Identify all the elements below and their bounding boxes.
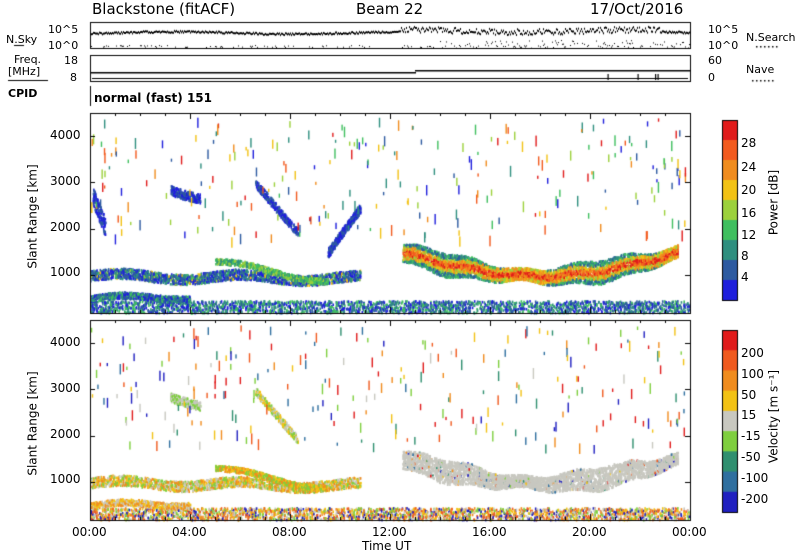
velocity-cbar-tick-15: 15: [741, 408, 757, 422]
date-title: 17/Oct/2016: [590, 0, 684, 18]
xtick-1600: 16:00: [472, 525, 507, 539]
nave-tick-0: 0: [708, 71, 715, 84]
velocity-ytick-2000: 2000: [50, 427, 81, 441]
velocity-ytick-1000: 1000: [50, 472, 81, 486]
noise-tick-top: 10^5: [48, 23, 79, 36]
noise-right-tick-top: 10^5: [708, 23, 739, 36]
noise-right-tick-bottom: 10^0: [708, 39, 739, 52]
xtick-0800: 08:00: [272, 525, 307, 539]
velocity-cbar-tick-m100: -100: [741, 471, 769, 485]
velocity-cbar-tick-100: 100: [741, 367, 764, 381]
velocity-ytick-3000: 3000: [50, 381, 81, 395]
cpid-label: CPID: [8, 87, 38, 100]
velocity-cbar-tick-200: 200: [741, 346, 764, 360]
freq-tick-18: 18: [64, 54, 78, 67]
nave-tick-60: 60: [708, 54, 722, 67]
velocity-ylabel: Slant Range [km]: [25, 371, 40, 476]
nsearch-label: N.Search: [746, 31, 796, 44]
power-ytick-2000: 2000: [50, 220, 81, 234]
nave-label: Nave: [746, 63, 775, 76]
velocity-ytick-4000: 4000: [50, 335, 81, 349]
power-cbar-tick-12: 12: [741, 228, 757, 242]
freq-label: Freq.: [14, 53, 42, 66]
power-cbar-title: Power [dB]: [766, 169, 781, 236]
power-ylabel: Slant Range [km]: [25, 164, 40, 269]
cpid-value: normal (fast) 151: [94, 91, 212, 105]
freq-tick-8: 8: [70, 71, 77, 84]
velocity-cbar-tick-m200: -200: [741, 492, 769, 506]
x-axis-title: Time UT: [362, 539, 412, 553]
nsky-label: N.Sky: [6, 33, 38, 46]
power-ytick-3000: 3000: [50, 174, 81, 188]
velocity-cbar-tick-m50: -50: [741, 450, 761, 464]
power-cbar-tick-28: 28: [741, 136, 757, 150]
xtick-0000: 00:00: [72, 525, 107, 539]
xtick-0400: 04:00: [172, 525, 207, 539]
power-cbar-tick-4: 4: [741, 270, 749, 284]
freq-unit-label: [MHz]: [8, 65, 41, 78]
power-cbar-tick-8: 8: [741, 249, 749, 263]
beam-title: Beam 22: [356, 0, 424, 18]
xtick-2400: 00:00: [672, 525, 707, 539]
velocity-cbar-title: Velocity [m s⁻¹]: [766, 369, 781, 464]
xtick-2000: 20:00: [572, 525, 607, 539]
velocity-cbar-tick-50: 50: [741, 388, 757, 402]
velocity-cbar-tick-m15: -15: [741, 429, 761, 443]
power-cbar-tick-20: 20: [741, 183, 757, 197]
noise-tick-bottom: 10^0: [48, 39, 79, 52]
xtick-1200: 12:00: [372, 525, 407, 539]
power-cbar-tick-24: 24: [741, 160, 757, 174]
power-cbar-tick-16: 16: [741, 206, 757, 220]
station-title: Blackstone (fitACF): [92, 0, 236, 18]
power-ytick-1000: 1000: [50, 265, 81, 279]
power-ytick-4000: 4000: [50, 128, 81, 142]
